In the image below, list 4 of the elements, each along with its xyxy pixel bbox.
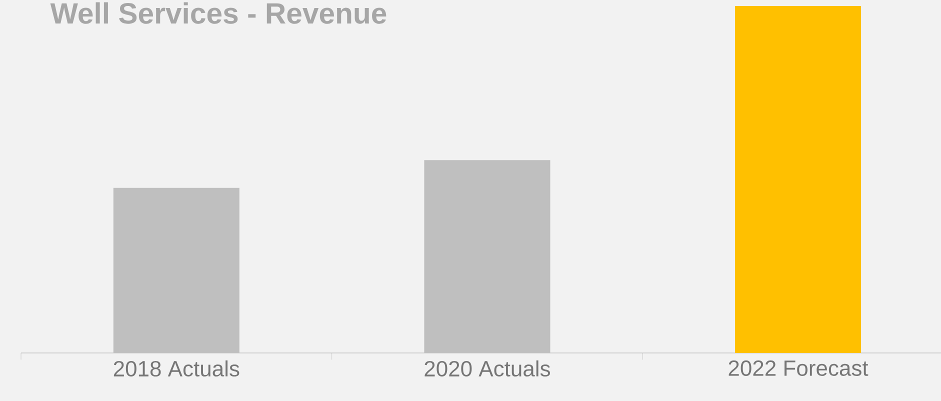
x-tick-label: 2018 Actuals — [114, 360, 240, 377]
chart-title: Well Services - Revenue — [50, 2, 386, 24]
x-tick-label: 2022 Forecast — [728, 360, 868, 376]
x-tick-label: 2020 Actuals — [424, 360, 550, 377]
